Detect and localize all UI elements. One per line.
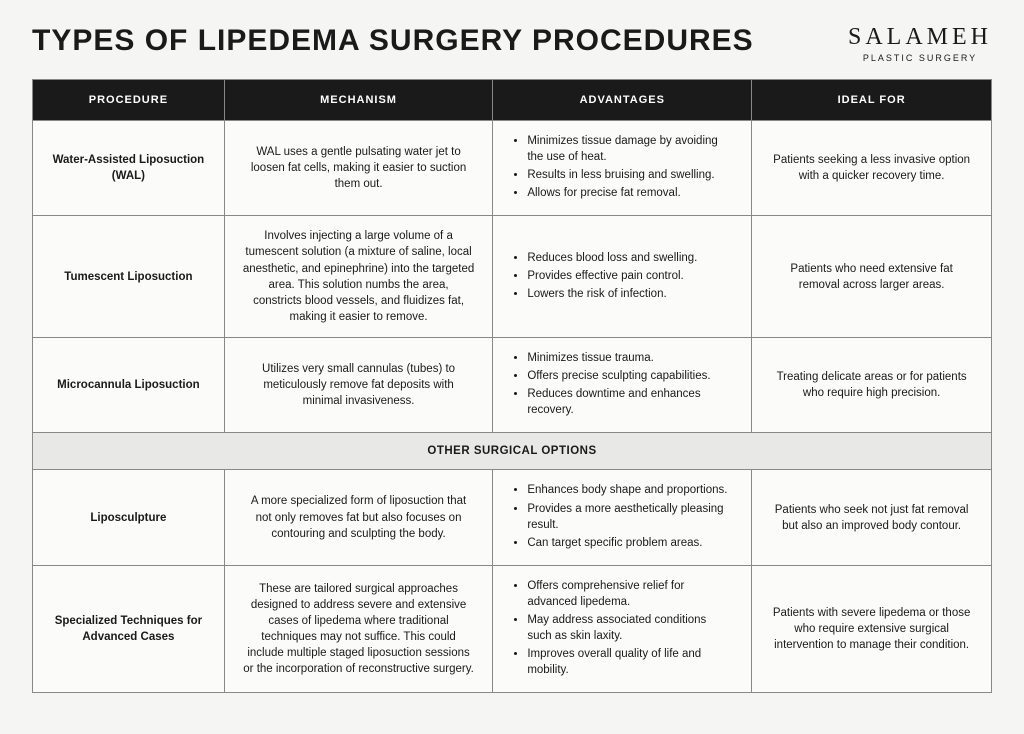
list-item: Results in less bruising and swelling. (527, 167, 733, 183)
section-header-label: OTHER SURGICAL OPTIONS (33, 433, 992, 470)
cell-ideal-for: Patients who seek not just fat removal b… (752, 470, 992, 565)
cell-ideal-for: Treating delicate areas or for patients … (752, 337, 992, 432)
list-item: Improves overall quality of life and mob… (527, 646, 733, 678)
cell-procedure: Liposculpture (33, 470, 225, 565)
list-item: Can target specific problem areas. (527, 535, 733, 551)
cell-ideal-for: Patients with severe lipedema or those w… (752, 565, 992, 693)
page-header: TYPES OF LIPEDEMA SURGERY PROCEDURES SAL… (32, 24, 992, 63)
section-header-row: OTHER SURGICAL OPTIONS (33, 433, 992, 470)
list-item: Allows for precise fat removal. (527, 185, 733, 201)
cell-procedure: Microcannula Liposuction (33, 337, 225, 432)
list-item: Offers comprehensive relief for advanced… (527, 578, 733, 610)
list-item: May address associated conditions such a… (527, 612, 733, 644)
cell-ideal-for: Patients who need extensive fat removal … (752, 216, 992, 338)
cell-advantages: Reduces blood loss and swelling. Provides… (493, 216, 752, 338)
cell-advantages: Offers comprehensive relief for advanced… (493, 565, 752, 693)
col-procedure: PROCEDURE (33, 80, 225, 121)
col-ideal-for: IDEAL FOR (752, 80, 992, 121)
list-item: Enhances body shape and proportions. (527, 482, 733, 498)
list-item: Provides effective pain control. (527, 268, 733, 284)
cell-mechanism: WAL uses a gentle pulsating water jet to… (224, 121, 493, 216)
list-item: Lowers the risk of infection. (527, 286, 733, 302)
table-row: Liposculpture A more specialized form of… (33, 470, 992, 565)
cell-advantages: Enhances body shape and proportions. Prov… (493, 470, 752, 565)
table-row: Water-Assisted Liposuction (WAL) WAL use… (33, 121, 992, 216)
logo-sub-text: PLASTIC SURGERY (848, 53, 992, 63)
cell-advantages: Minimizes tissue trauma. Offers precise s… (493, 337, 752, 432)
cell-mechanism: Involves injecting a large volume of a t… (224, 216, 493, 338)
col-advantages: ADVANTAGES (493, 80, 752, 121)
table-row: Specialized Techniques for Advanced Case… (33, 565, 992, 693)
cell-mechanism: These are tailored surgical approaches d… (224, 565, 493, 693)
list-item: Provides a more aesthetically pleasing r… (527, 501, 733, 533)
page-title: TYPES OF LIPEDEMA SURGERY PROCEDURES (32, 24, 754, 58)
cell-mechanism: A more specialized form of liposuction t… (224, 470, 493, 565)
cell-advantages: Minimizes tissue damage by avoiding the … (493, 121, 752, 216)
list-item: Reduces downtime and enhances recovery. (527, 386, 733, 418)
table-row: Microcannula Liposuction Utilizes very s… (33, 337, 992, 432)
list-item: Reduces blood loss and swelling. (527, 250, 733, 266)
cell-procedure: Water-Assisted Liposuction (WAL) (33, 121, 225, 216)
cell-procedure: Tumescent Liposuction (33, 216, 225, 338)
table-body: Water-Assisted Liposuction (WAL) WAL use… (33, 121, 992, 693)
logo-main-text: SALAMEH (848, 24, 992, 51)
cell-ideal-for: Patients seeking a less invasive option … (752, 121, 992, 216)
cell-mechanism: Utilizes very small cannulas (tubes) to … (224, 337, 493, 432)
list-item: Minimizes tissue trauma. (527, 350, 733, 366)
col-mechanism: MECHANISM (224, 80, 493, 121)
list-item: Offers precise sculpting capabilities. (527, 368, 733, 384)
brand-logo: SALAMEH PLASTIC SURGERY (848, 24, 992, 63)
table-header-row: PROCEDURE MECHANISM ADVANTAGES IDEAL FOR (33, 80, 992, 121)
procedures-table: PROCEDURE MECHANISM ADVANTAGES IDEAL FOR… (32, 79, 992, 693)
table-row: Tumescent Liposuction Involves injecting… (33, 216, 992, 338)
cell-procedure: Specialized Techniques for Advanced Case… (33, 565, 225, 693)
list-item: Minimizes tissue damage by avoiding the … (527, 133, 733, 165)
